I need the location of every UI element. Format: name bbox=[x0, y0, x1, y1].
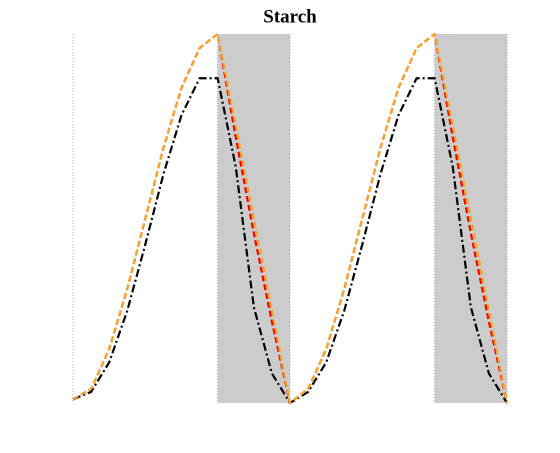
series-line bbox=[72, 32, 509, 405]
chart-title: Starch bbox=[263, 6, 317, 27]
